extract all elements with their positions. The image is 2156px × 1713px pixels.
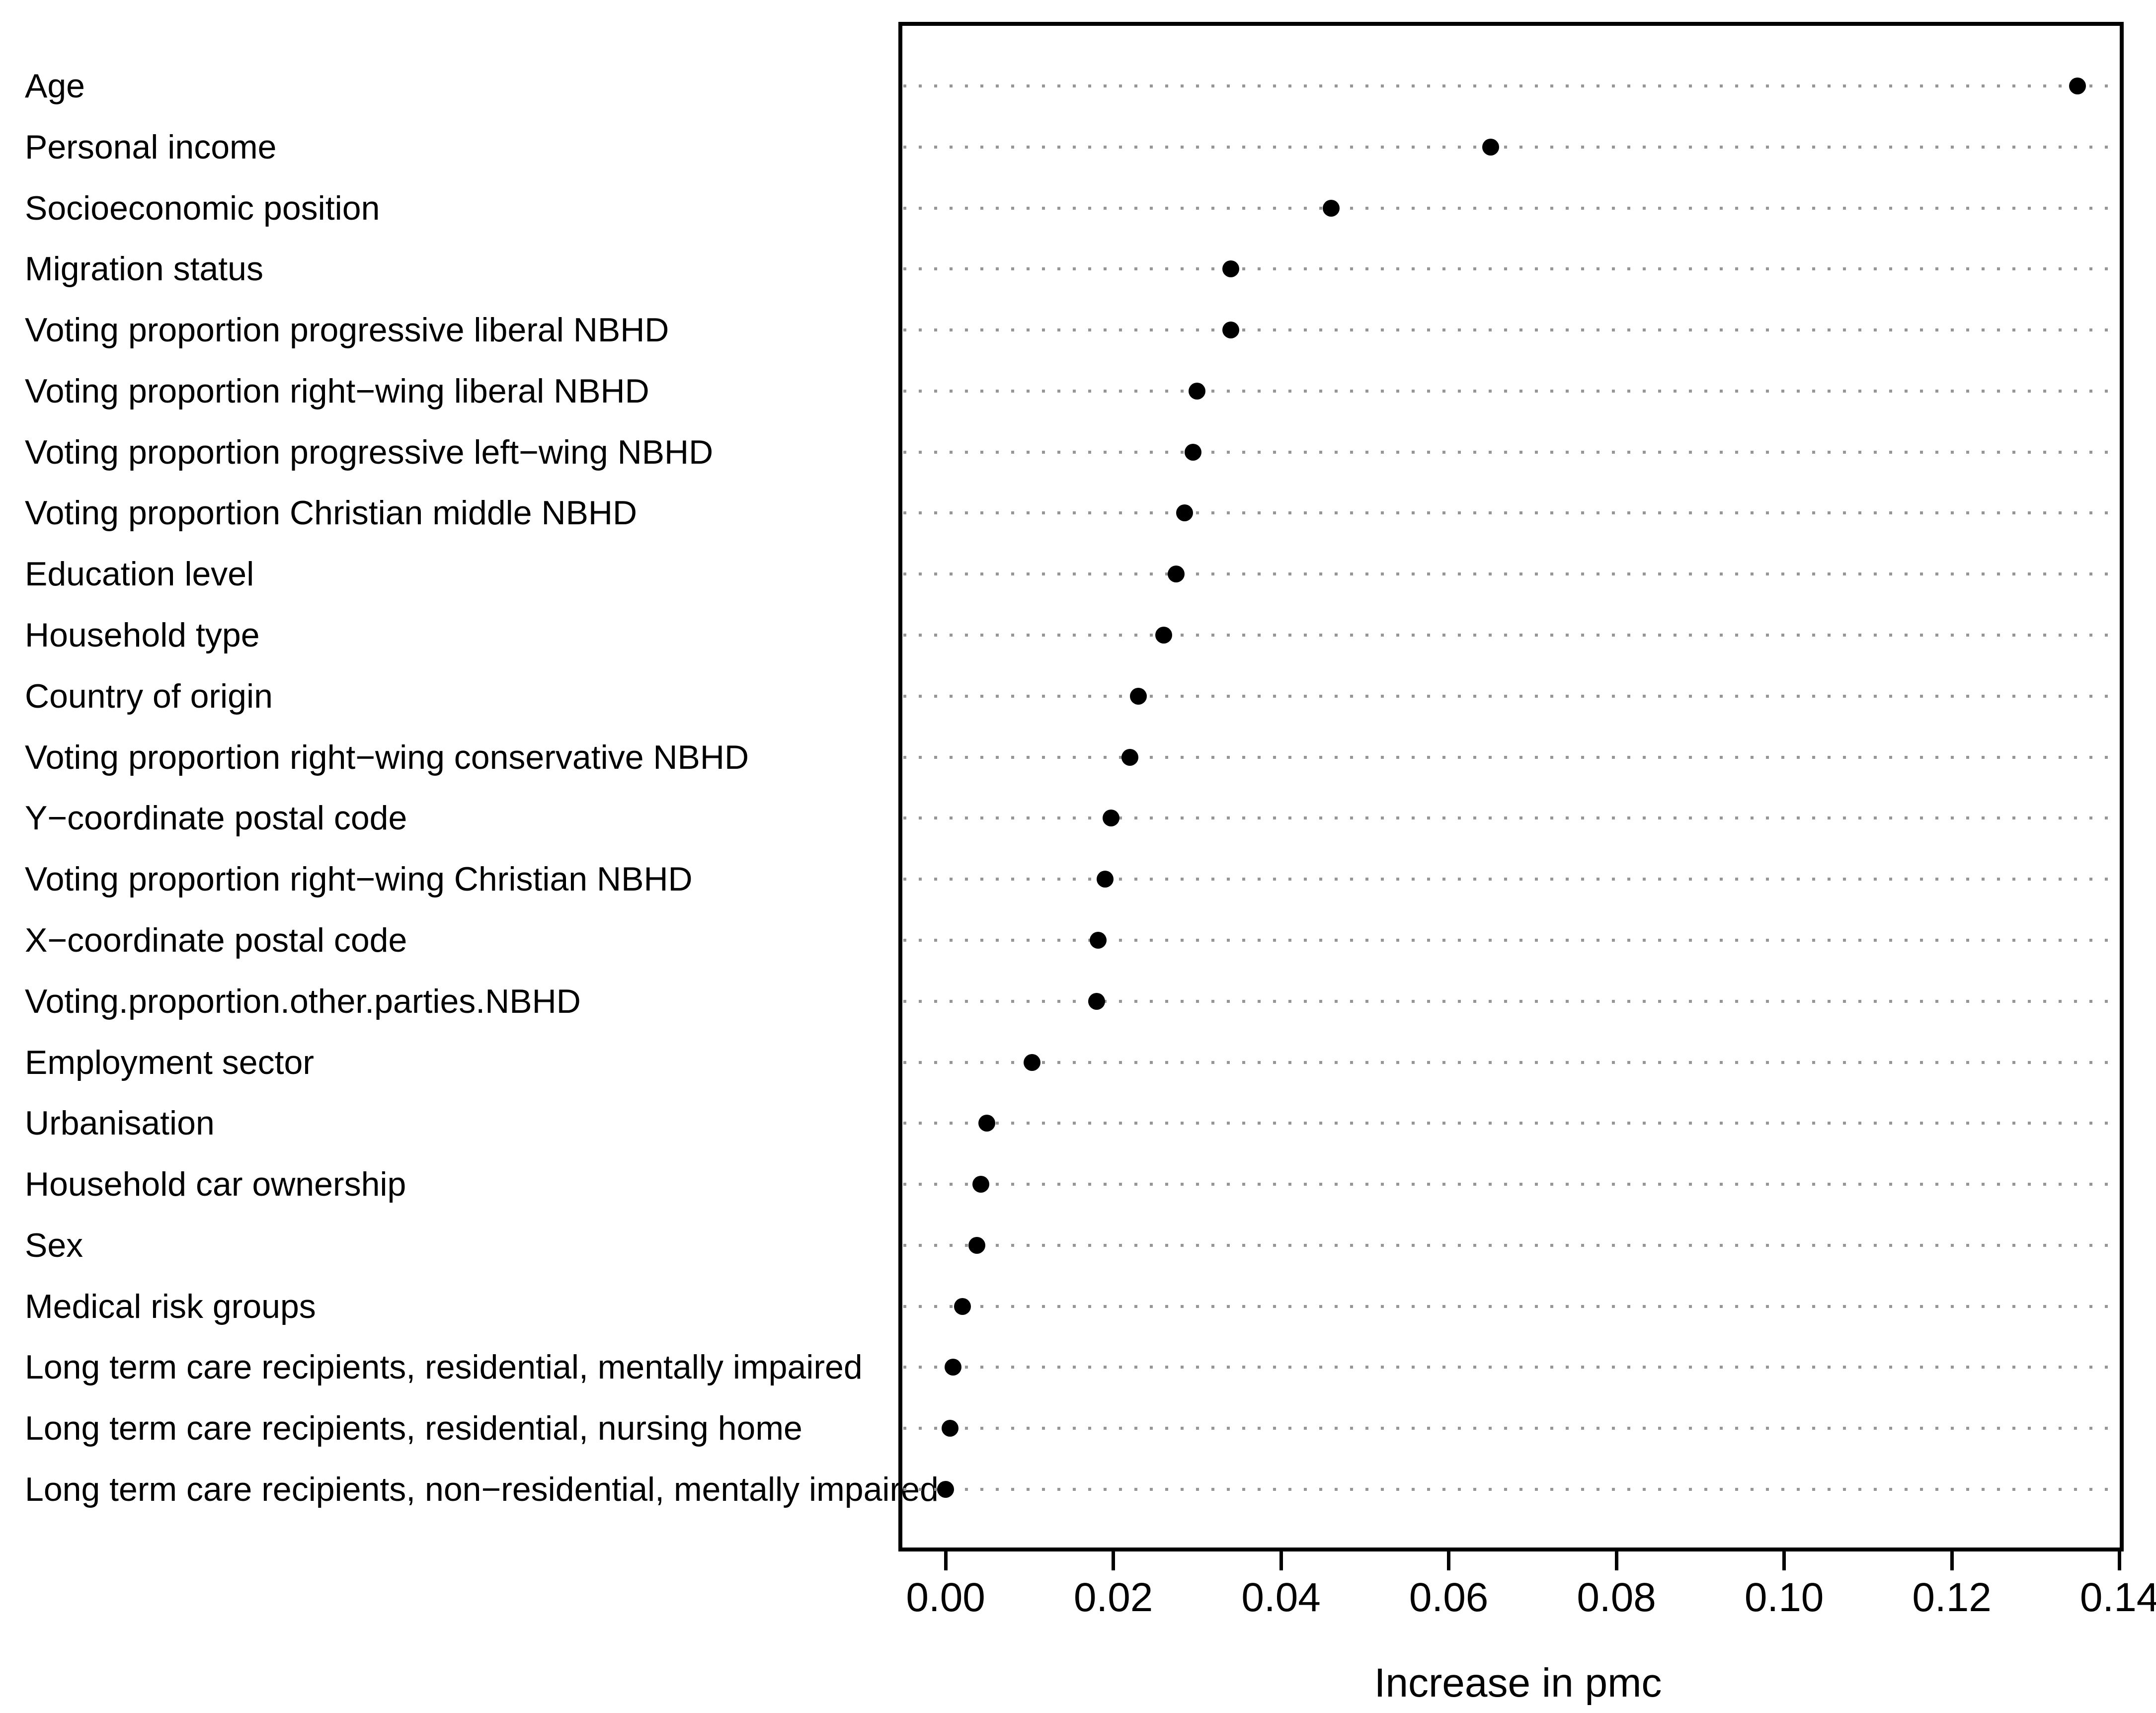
row-gridline <box>903 878 2118 881</box>
row-gridline <box>903 1487 2118 1491</box>
row-gridline <box>903 1243 2118 1247</box>
data-point-dot <box>1023 1054 1040 1071</box>
category-label: Long term care recipients, residential, … <box>25 1348 863 1387</box>
data-point-dot <box>1222 322 1239 339</box>
category-label: Country of origin <box>25 677 273 715</box>
data-point-dot <box>1222 260 1239 278</box>
data-point-dot <box>1102 810 1119 827</box>
row-gridline <box>903 694 2118 698</box>
data-point-dot <box>1130 687 1147 705</box>
row-gridline <box>903 999 2118 1003</box>
x-tick-label: 0.06 <box>1409 1575 1489 1620</box>
x-tick-label: 0.08 <box>1577 1575 1656 1620</box>
data-point-dot <box>1090 931 1107 949</box>
category-label: Age <box>25 67 85 105</box>
data-point-dot <box>972 1176 989 1193</box>
x-tick-mark <box>1112 1549 1116 1570</box>
row-gridline <box>903 1305 2118 1308</box>
category-label: Long term care recipients, non−residenti… <box>25 1470 939 1508</box>
row-gridline <box>903 206 2118 210</box>
data-point-dot <box>978 1115 995 1132</box>
category-label: Voting.proportion.other.parties.NBHD <box>25 982 581 1020</box>
category-label: Voting proportion progressive liberal NB… <box>25 311 669 349</box>
category-label: Medical risk groups <box>25 1287 316 1325</box>
x-tick-label: 0.12 <box>1912 1575 1992 1620</box>
data-point-dot <box>1088 992 1105 1010</box>
row-gridline <box>903 634 2118 637</box>
row-gridline <box>903 938 2118 942</box>
x-tick-mark <box>2118 1549 2122 1570</box>
row-gridline <box>903 755 2118 759</box>
category-label: Employment sector <box>25 1043 314 1081</box>
x-tick-label: 0.02 <box>1073 1575 1153 1620</box>
category-label: Migration status <box>25 250 263 288</box>
x-tick-mark <box>1950 1549 1954 1570</box>
category-label: Voting proportion right−wing Christian N… <box>25 860 693 898</box>
category-label: Education level <box>25 555 254 593</box>
row-gridline <box>903 1183 2118 1186</box>
data-point-dot <box>954 1298 971 1315</box>
category-label: Voting proportion right−wing conservativ… <box>25 738 749 776</box>
data-point-dot <box>945 1359 962 1376</box>
category-label: Voting proportion Christian middle NBHD <box>25 494 638 532</box>
row-gridline <box>903 1427 2118 1430</box>
category-label: Voting proportion progressive left−wing … <box>25 433 714 471</box>
row-gridline <box>903 511 2118 515</box>
plot-panel <box>898 22 2124 1551</box>
x-axis-title: Increase in pmc <box>1374 1660 1662 1706</box>
x-tick-label: 0.00 <box>906 1575 985 1620</box>
data-point-dot <box>1323 199 1340 217</box>
data-point-dot <box>1155 627 1172 644</box>
data-point-dot <box>937 1480 955 1498</box>
x-tick-label: 0.10 <box>1744 1575 1824 1620</box>
row-gridline <box>903 1122 2118 1125</box>
row-gridline <box>903 450 2118 454</box>
x-tick-label: 0.04 <box>1241 1575 1321 1620</box>
data-point-dot <box>1482 138 1499 156</box>
data-point-dot <box>2069 78 2086 94</box>
category-label: Sex <box>25 1226 83 1264</box>
data-point-dot <box>941 1420 958 1437</box>
x-tick-mark <box>1782 1549 1786 1570</box>
category-label: Household car ownership <box>25 1165 406 1204</box>
data-point-dot <box>1096 871 1114 888</box>
x-tick-label: 0.14 <box>2079 1575 2156 1620</box>
category-label: Socioeconomic position <box>25 189 380 227</box>
category-label: Long term care recipients, residential, … <box>25 1409 802 1448</box>
x-tick-mark <box>1447 1549 1451 1570</box>
row-gridline <box>903 84 2118 87</box>
x-tick-mark <box>1279 1549 1283 1570</box>
category-label: Voting proportion right−wing liberal NBH… <box>25 372 649 410</box>
x-tick-mark <box>1614 1549 1618 1570</box>
row-gridline <box>903 572 2118 576</box>
row-gridline <box>903 816 2118 820</box>
row-gridline <box>903 1060 2118 1064</box>
row-gridline <box>903 267 2118 271</box>
row-gridline <box>903 1366 2118 1369</box>
row-gridline <box>903 145 2118 149</box>
data-point-dot <box>1168 566 1185 583</box>
data-point-dot <box>1176 504 1194 522</box>
row-gridline <box>903 328 2118 332</box>
category-label: Y−coordinate postal code <box>25 799 407 837</box>
data-point-dot <box>1184 443 1201 461</box>
data-point-dot <box>1121 748 1139 766</box>
category-label: Household type <box>25 616 260 654</box>
category-label: Personal income <box>25 128 277 166</box>
data-point-dot <box>1189 382 1206 400</box>
category-label: Urbanisation <box>25 1104 215 1142</box>
x-tick-mark <box>944 1549 948 1570</box>
data-point-dot <box>968 1236 985 1254</box>
category-label: X−coordinate postal code <box>25 921 407 959</box>
row-gridline <box>903 389 2118 393</box>
